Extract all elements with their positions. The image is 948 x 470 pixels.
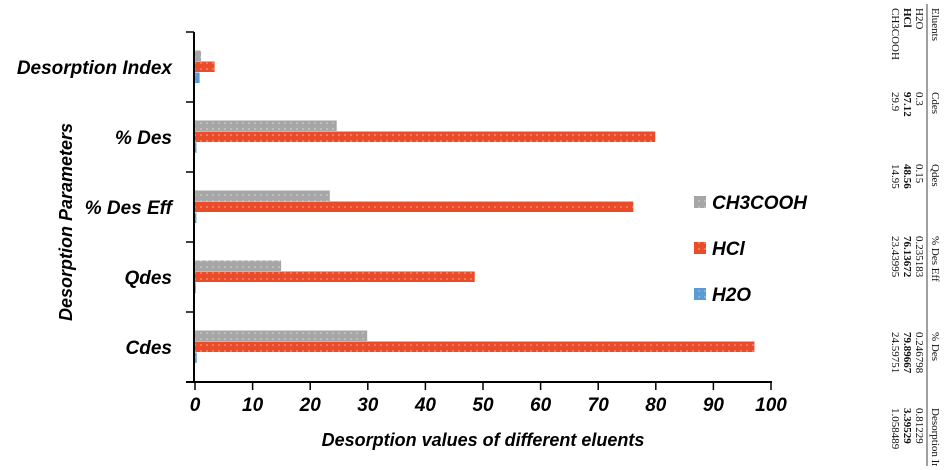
table-cell: 0.15: [913, 164, 925, 184]
legend: CH3COOH HCl H2O: [694, 193, 808, 306]
y-axis-title: Desorption Parameters: [56, 123, 76, 321]
x-tick-label-30: 30: [357, 395, 379, 416]
bar-hcl-des-eff: [195, 201, 634, 212]
bar-h2o-qdes: [195, 282, 196, 293]
bar-ch3cooh-desorption-index: [195, 50, 202, 61]
x-axis-title: Desorption values of different eluents: [322, 430, 645, 450]
table-cell: 24.59751: [889, 332, 901, 373]
x-tick-label-20: 20: [299, 395, 322, 416]
bar-ch3cooh-des-eff: [195, 190, 330, 201]
table-cell: 48.56: [901, 164, 913, 189]
x-tick-label-40: 40: [414, 395, 437, 416]
x-ticks-group: 0 10 20 30 40 50 60 70 80 90 100: [190, 382, 787, 416]
bar-h2o-desorption-index: [195, 72, 200, 83]
legend-label-h2o: H2O: [712, 285, 751, 306]
table-cell: 3.39529: [901, 408, 913, 444]
table-cell: 76.13672: [901, 236, 913, 278]
x-tick-label-90: 90: [703, 395, 725, 416]
table-cell: 79.89667: [901, 332, 913, 374]
table-header-cell: Qdes: [929, 164, 941, 187]
table-header-cell: Cdes: [929, 92, 941, 114]
table-header-cell: % Des Eff: [929, 236, 941, 282]
legend-swatch-h2o: [694, 288, 706, 300]
x-tick-label-80: 80: [645, 395, 667, 416]
table-cell: 0.235183: [913, 236, 925, 278]
category-label-qdes: Qdes: [124, 268, 172, 289]
table-header-cell: % Des: [929, 332, 941, 361]
bar-h2o-des-eff: [195, 212, 197, 223]
category-label-cdes: Cdes: [126, 338, 172, 359]
table-cell: 29.9: [889, 92, 901, 112]
bar-ch3cooh-des: [195, 120, 337, 131]
bar-chart: 0 10 20 30 40 50 60 70 80 90 100 Desorption Index%…: [17, 31, 808, 450]
x-tick-label-10: 10: [242, 395, 264, 416]
x-tick-label-60: 60: [530, 395, 552, 416]
category-label-desorption-index: Desorption Index: [17, 58, 174, 79]
table-cell: 23.43995: [889, 236, 901, 278]
bar-hcl-qdes: [195, 271, 475, 282]
x-tick-label-100: 100: [755, 395, 787, 416]
bar-ch3cooh-qdes: [195, 260, 282, 271]
category-label-des-eff: % Des Eff: [85, 198, 174, 219]
x-tick-label-0: 0: [190, 395, 201, 416]
table-header-cell: Desorption Index: [929, 408, 941, 466]
bars-group: [195, 50, 755, 363]
table-cell: 0.246798: [913, 332, 925, 374]
bar-h2o-cdes: [195, 352, 197, 363]
legend-swatch-hcl: [694, 242, 706, 254]
table-cell: 14.95: [889, 164, 901, 189]
table-cell: 0.81229: [913, 408, 925, 444]
legend-label-hcl: HCl: [712, 239, 745, 260]
x-tick-label-70: 70: [588, 395, 610, 416]
bar-hcl-desorption-index: [195, 61, 215, 72]
table-cell: H2O: [913, 8, 925, 29]
table-cell: 97.12: [901, 92, 913, 117]
table-cell: CH3COOH: [889, 8, 901, 60]
bar-hcl-cdes: [195, 341, 755, 352]
legend-label-ch3cooh: CH3COOH: [712, 193, 808, 214]
category-labels-group: Desorption Index % Des % Des Eff Qdes Cdes: [17, 31, 194, 359]
table-cell: 0.3: [913, 92, 925, 106]
table-header-cell: Eluents: [929, 8, 941, 41]
legend-swatch-ch3cooh: [694, 196, 706, 208]
bar-hcl-des: [195, 131, 656, 142]
bar-ch3cooh-cdes: [195, 330, 368, 341]
table-cell: HCl: [901, 8, 913, 28]
side-table: Eluents Cdes Qdes % Des Eff % Des Desorption …: [889, 4, 941, 466]
x-tick-label-50: 50: [472, 395, 494, 416]
bar-h2o-des: [195, 142, 197, 153]
table-cell: 1.058489: [889, 408, 901, 450]
category-label-des: % Des: [115, 128, 172, 149]
